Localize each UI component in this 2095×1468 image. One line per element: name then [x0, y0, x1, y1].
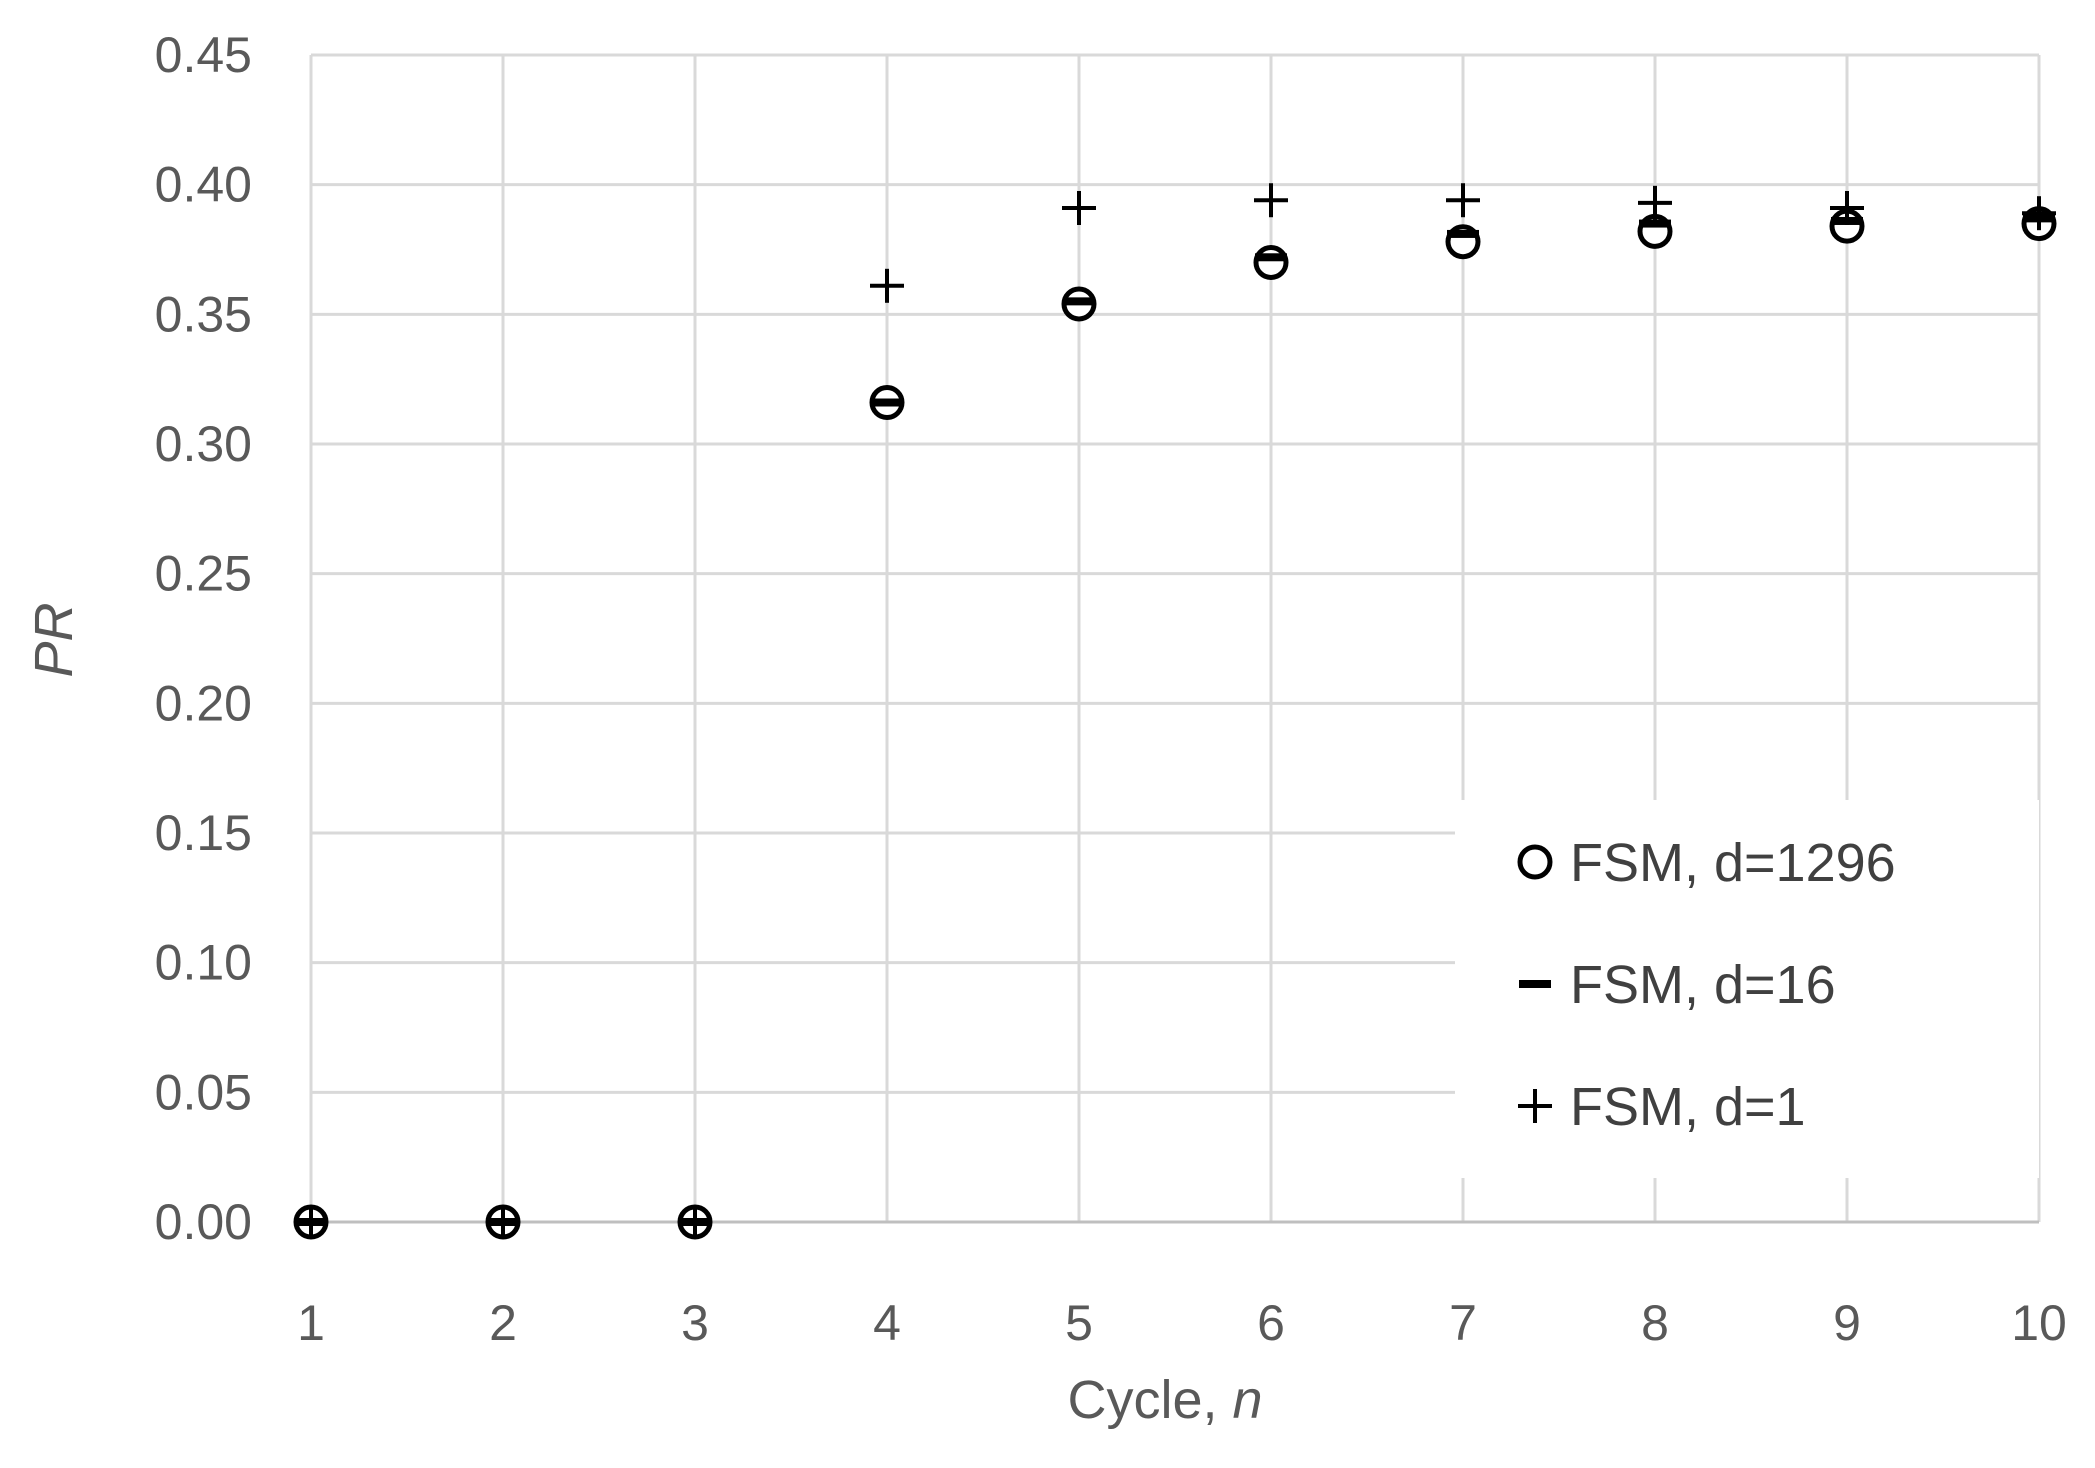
x-axis-title-text: Cycle,	[1067, 1370, 1232, 1430]
x-tick-label: 3	[681, 1295, 709, 1351]
y-tick-label: 0.20	[155, 675, 252, 731]
axis-titles: Cycle, n PR	[24, 602, 1263, 1430]
legend-marker-dash	[1519, 980, 1551, 988]
point-plus	[2022, 196, 2056, 231]
y-tick-label: 0.05	[155, 1064, 252, 1120]
x-tick-label: 5	[1065, 1295, 1093, 1351]
legend: FSM, d=1296 FSM, d=16 FSM, d=1	[1455, 800, 2039, 1178]
x-tick-label: 2	[489, 1295, 517, 1351]
grid-lines	[309, 53, 2041, 1222]
point-plus	[294, 1205, 328, 1239]
x-tick-label: 10	[2011, 1295, 2067, 1351]
point-plus	[1254, 183, 1288, 218]
y-axis-title: PR	[24, 602, 84, 677]
x-tick-label: 6	[1257, 1295, 1285, 1351]
x-tick-label: 7	[1449, 1295, 1477, 1351]
point-dash	[1255, 253, 1287, 262]
y-tick-label: 0.40	[155, 157, 252, 213]
point-plus	[1062, 191, 1096, 226]
x-tick-label: 4	[873, 1295, 901, 1351]
y-tick-label: 0.15	[155, 805, 252, 861]
legend-marker-plus	[1518, 1089, 1552, 1123]
point-plus	[1446, 183, 1480, 218]
y-tick-label: 0.35	[155, 286, 252, 342]
point-dash	[1447, 229, 1479, 238]
point-dash	[1639, 219, 1671, 228]
x-axis-title-variable: n	[1233, 1370, 1263, 1430]
point-plus	[1638, 185, 1672, 220]
legend-marker-circle	[1517, 844, 1553, 880]
point-plus	[1830, 191, 1864, 226]
y-tick-label: 0.45	[155, 27, 252, 83]
y-tick-label: 0.30	[155, 416, 252, 472]
legend-label: FSM, d=1	[1570, 1077, 1806, 1137]
point-dash	[1063, 297, 1095, 306]
x-tick-label: 8	[1641, 1295, 1669, 1351]
x-tick-label: 1	[297, 1295, 325, 1351]
y-tick-label: 0.25	[155, 546, 252, 602]
legend-label: FSM, d=16	[1570, 955, 1836, 1015]
y-tick-label: 0.10	[155, 935, 252, 991]
y-tick-label: 0.00	[155, 1194, 252, 1250]
legend-label: FSM, d=1296	[1570, 833, 1896, 893]
data-points	[293, 183, 2057, 1240]
tick-labels: 0.00 0.05 0.10 0.15 0.20 0.25 0.30 0.35 0.40 0.45…	[155, 27, 2067, 1351]
x-tick-label: 9	[1833, 1295, 1861, 1351]
point-plus	[678, 1205, 712, 1239]
point-plus	[870, 268, 904, 303]
point-circle	[1253, 244, 1289, 280]
point-dash	[871, 398, 903, 407]
point-plus	[486, 1205, 520, 1239]
x-axis-title: Cycle, n	[1067, 1370, 1262, 1430]
